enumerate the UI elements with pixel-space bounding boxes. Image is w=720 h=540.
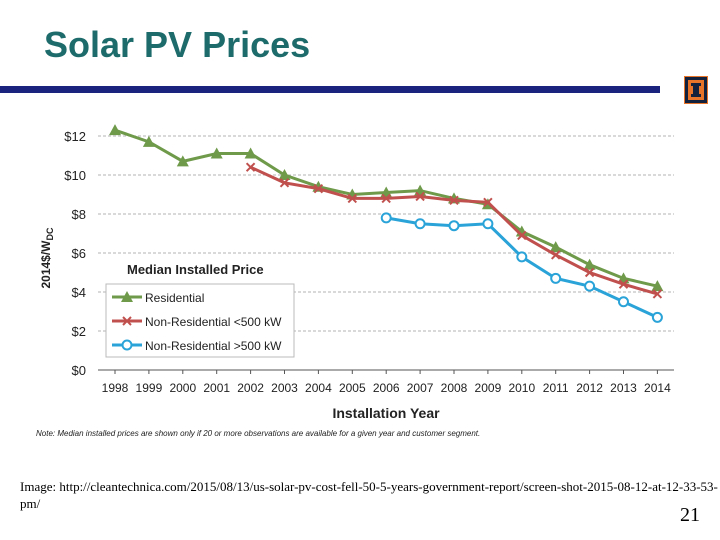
y-axis-label: 2014$/WDC <box>39 227 55 289</box>
y-tick-label: $2 <box>72 324 86 339</box>
data-point <box>652 289 663 299</box>
chart-note: Note: Median installed prices are shown … <box>36 429 480 438</box>
x-tick-label: 2000 <box>169 381 196 395</box>
legend-title: Median Installed Price <box>127 262 264 277</box>
x-tick-label: 2003 <box>271 381 298 395</box>
page-number: 21 <box>680 504 700 526</box>
data-point <box>583 258 596 270</box>
x-tick-labels: 1998 1999 2000 2001 2002 2003 2004 2005 2006 2007… <box>102 370 671 395</box>
x-tick-label: 2010 <box>508 381 535 395</box>
x-tick-label: 2014 <box>644 381 671 395</box>
data-point <box>210 147 223 159</box>
data-point <box>142 135 155 147</box>
title-divider <box>0 86 660 93</box>
legend-entry: Non-Residential <500 kW <box>112 315 282 329</box>
data-point <box>550 272 562 284</box>
data-point <box>584 267 595 278</box>
data-point <box>414 218 426 230</box>
data-point <box>584 280 596 292</box>
legend-marker <box>121 291 133 302</box>
x-tick-label: 2013 <box>610 381 637 395</box>
x-tick-label: 2002 <box>237 381 264 395</box>
y-tick-label: $12 <box>64 129 86 144</box>
x-tick-label: 2012 <box>576 381 603 395</box>
x-tick-label: 2009 <box>475 381 502 395</box>
data-point <box>245 162 256 172</box>
data-point <box>516 251 528 263</box>
y-tick-label: $0 <box>72 363 86 378</box>
data-point <box>482 218 494 230</box>
x-tick-label: 2006 <box>373 381 400 395</box>
series-2 <box>380 212 663 323</box>
legend-entries: Residential Non-Residential <500 kW Non-Re… <box>112 291 282 353</box>
y-tick-label: $10 <box>64 168 86 183</box>
data-point <box>618 279 629 289</box>
data-point <box>651 311 663 323</box>
data-point <box>278 169 291 180</box>
data-point <box>109 124 121 136</box>
legend-entry: Residential <box>112 291 204 305</box>
data-point <box>550 250 561 260</box>
series-1 <box>245 162 663 299</box>
slide-title: Solar PV Prices <box>44 24 311 65</box>
data-point <box>380 212 392 224</box>
image-source-caption: Image: http://cleantechnica.com/2015/08/… <box>20 479 718 511</box>
data-point <box>483 197 493 208</box>
data-point <box>651 280 664 292</box>
x-tick-label: 2004 <box>305 381 332 395</box>
series <box>109 124 664 323</box>
data-point <box>176 155 189 167</box>
illinois-block-i-icon <box>684 76 708 104</box>
legend-label: Non-Residential <500 kW <box>145 315 282 329</box>
data-point <box>517 230 527 241</box>
legend-label: Non-Residential >500 kW <box>145 339 282 353</box>
y-tick-label: $8 <box>72 207 86 222</box>
y-tick-label: $4 <box>72 285 86 300</box>
data-point <box>415 191 425 202</box>
x-tick-label: 2008 <box>441 381 468 395</box>
x-tick-label: 1998 <box>102 381 129 395</box>
y-tick-labels: $0 $2 $4 $6 $8 $10 $12 <box>64 129 86 378</box>
data-point <box>313 183 324 194</box>
data-point <box>549 241 562 253</box>
data-point <box>279 178 290 188</box>
data-point <box>618 296 629 308</box>
data-point <box>449 195 459 206</box>
legend-label: Residential <box>145 291 204 305</box>
x-tick-label: 1999 <box>136 381 163 395</box>
legend-entry: Non-Residential >500 kW <box>112 339 282 353</box>
x-tick-label: 2011 <box>543 381 569 395</box>
price-chart: $0 $2 $4 $6 $8 $10 $12 1998 1999 2000 2001 2002 200… <box>36 124 674 438</box>
data-point <box>244 147 257 159</box>
x-tick-label: 2005 <box>339 381 366 395</box>
data-point <box>347 193 358 204</box>
y-tick-label: $6 <box>72 246 86 261</box>
data-point <box>381 193 391 204</box>
legend-marker <box>122 316 132 326</box>
data-point <box>448 220 460 232</box>
x-axis-label: Installation Year <box>332 405 440 421</box>
x-tick-label: 2001 <box>203 381 230 395</box>
legend-marker <box>121 339 133 351</box>
x-tick-label: 2007 <box>407 381 434 395</box>
